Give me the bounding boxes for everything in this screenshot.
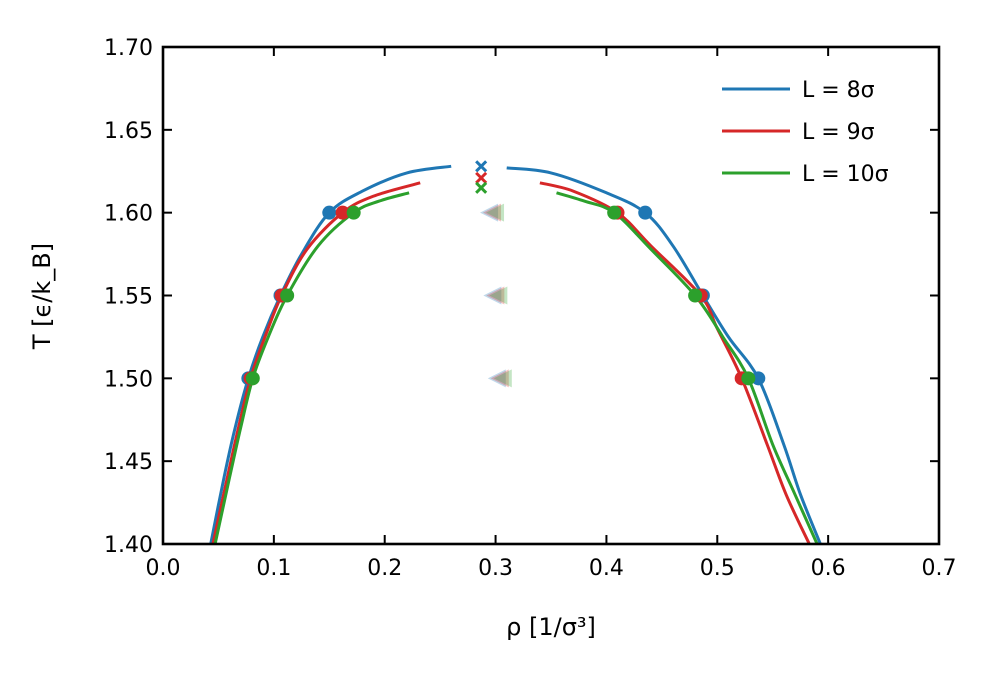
chart-marks — [209, 160, 822, 544]
x-tick-label: 0.2 — [367, 556, 402, 581]
data-point — [741, 371, 756, 386]
x-axis-label: ρ [1/σ³] — [506, 613, 596, 641]
data-point — [335, 205, 350, 220]
x-tick-label: 0.1 — [256, 556, 291, 581]
series-line-right — [556, 191, 819, 544]
x-tick-label: 0.3 — [478, 556, 513, 581]
midpoint-marker — [487, 369, 506, 388]
midpoint-marker — [483, 286, 502, 305]
midpoint-marker — [489, 286, 508, 305]
midpoint-marker — [486, 203, 505, 222]
midpoint-marker — [483, 203, 502, 222]
y-tick-label: 1.55 — [104, 285, 153, 310]
midpoint-marker — [493, 369, 512, 388]
series-line-left — [213, 191, 410, 544]
axis-ticks: 0.0 0.1 0.2 0.3 0.4 0.5 0.6 0.7 1.40 1.45 1.50 1.55… — [104, 36, 956, 581]
data-point — [346, 205, 361, 220]
data-point — [607, 205, 622, 220]
y-tick-label: 1.60 — [104, 202, 153, 227]
data-point — [638, 205, 653, 220]
series-group — [209, 160, 822, 544]
data-point — [245, 371, 260, 386]
midpoint-marker — [490, 369, 509, 388]
legend-label: L = 10σ — [802, 162, 889, 187]
critical-point-marker — [475, 181, 488, 194]
y-tick-label: 1.45 — [104, 450, 153, 475]
x-tick-label: 0.7 — [922, 556, 957, 581]
x-tick-label: 0.6 — [811, 556, 846, 581]
x-tick-label: 0.4 — [589, 556, 624, 581]
midpoint-marker — [486, 286, 505, 305]
legend: L = 8σ L = 9σ L = 10σ — [722, 78, 889, 187]
series-line-left — [211, 181, 421, 544]
y-tick-label: 1.40 — [104, 533, 153, 558]
legend-label: L = 8σ — [802, 78, 875, 103]
y-tick-label: 1.50 — [104, 367, 153, 392]
y-tick-label: 1.70 — [104, 36, 153, 61]
x-tick-label: 0.5 — [700, 556, 735, 581]
legend-label: L = 9σ — [802, 120, 875, 145]
x-tick-label: 0.0 — [146, 556, 181, 581]
critical-point-marker — [475, 160, 488, 173]
critical-point-marker — [475, 171, 488, 184]
data-point — [751, 371, 766, 386]
midpoint-marker — [480, 203, 499, 222]
y-tick-label: 1.65 — [104, 119, 153, 144]
data-point — [322, 205, 337, 220]
series-line-right — [539, 181, 811, 544]
y-axis-label: T [ϵ/k_B] — [28, 243, 56, 350]
data-point — [280, 288, 295, 303]
data-point — [688, 288, 703, 303]
series-line-right — [506, 166, 822, 544]
